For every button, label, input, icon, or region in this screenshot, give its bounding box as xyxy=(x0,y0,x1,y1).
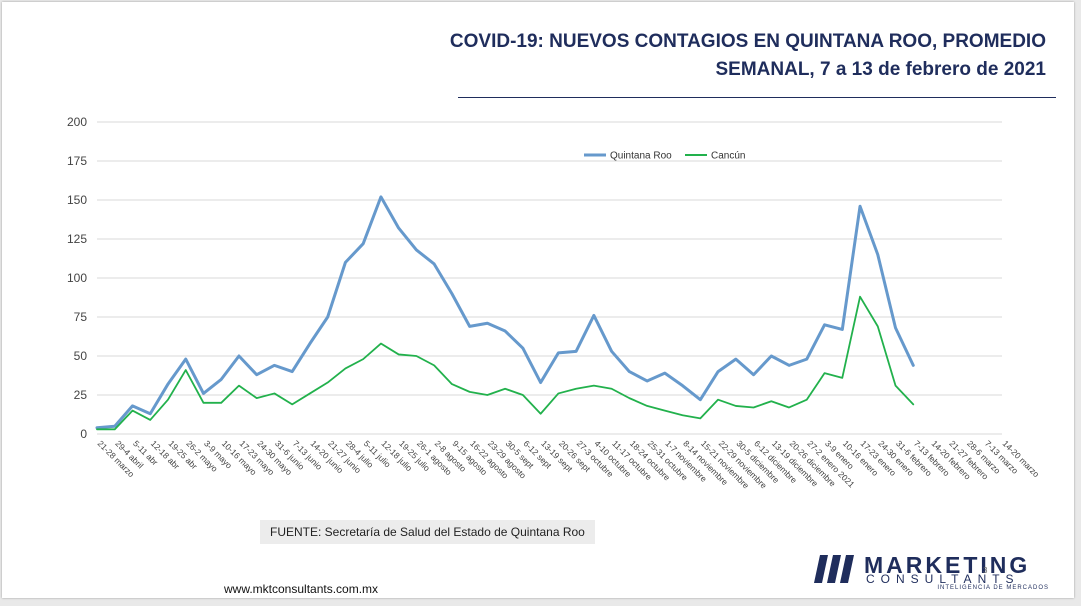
logo-stripes-icon xyxy=(814,555,854,583)
chart-title-line-2: SEMANAL, 7 a 13 de febrero de 2021 xyxy=(715,59,1046,80)
y-tick-label: 25 xyxy=(74,388,88,402)
legend-label: Cancún xyxy=(711,151,745,162)
y-tick-label: 200 xyxy=(67,115,87,129)
source-note: FUENTE: Secretaría de Salud del Estado d… xyxy=(260,520,595,544)
company-logo: MARKETING CONSULTANTS INTELIGENCIA DE ME… xyxy=(814,550,1059,596)
title-divider xyxy=(458,97,1056,98)
y-tick-label: 0 xyxy=(80,427,87,441)
chart-title-line-1: COVID-19: NUEVOS CONTAGIOS EN QUINTANA R… xyxy=(449,31,1046,52)
y-tick-label: 125 xyxy=(67,232,87,246)
page-number: 3 xyxy=(983,566,988,575)
legend-label: Quintana Roo xyxy=(610,151,672,162)
website-link[interactable]: www.mktconsultants.com.mx xyxy=(224,582,379,596)
logo-tagline: INTELIGENCIA DE MERCADOS xyxy=(937,585,1049,591)
y-tick-label: 50 xyxy=(74,349,88,363)
y-tick-label: 75 xyxy=(74,310,88,324)
logo-word-consultants: CONSULTANTS xyxy=(866,572,1020,586)
series-line-cancun xyxy=(96,295,915,431)
logo-word-marketing: MARKETING xyxy=(864,552,1031,578)
slide: COVID-19: NUEVOS CONTAGIOS EN QUINTANA R… xyxy=(2,2,1074,598)
chart-title: COVID-19: NUEVOS CONTAGIOS EN QUINTANA R… xyxy=(346,28,1046,84)
y-tick-label: 100 xyxy=(67,271,87,285)
y-tick-label: 175 xyxy=(67,154,87,168)
series-line-quintana-roo xyxy=(95,195,915,430)
y-tick-label: 150 xyxy=(67,193,87,207)
